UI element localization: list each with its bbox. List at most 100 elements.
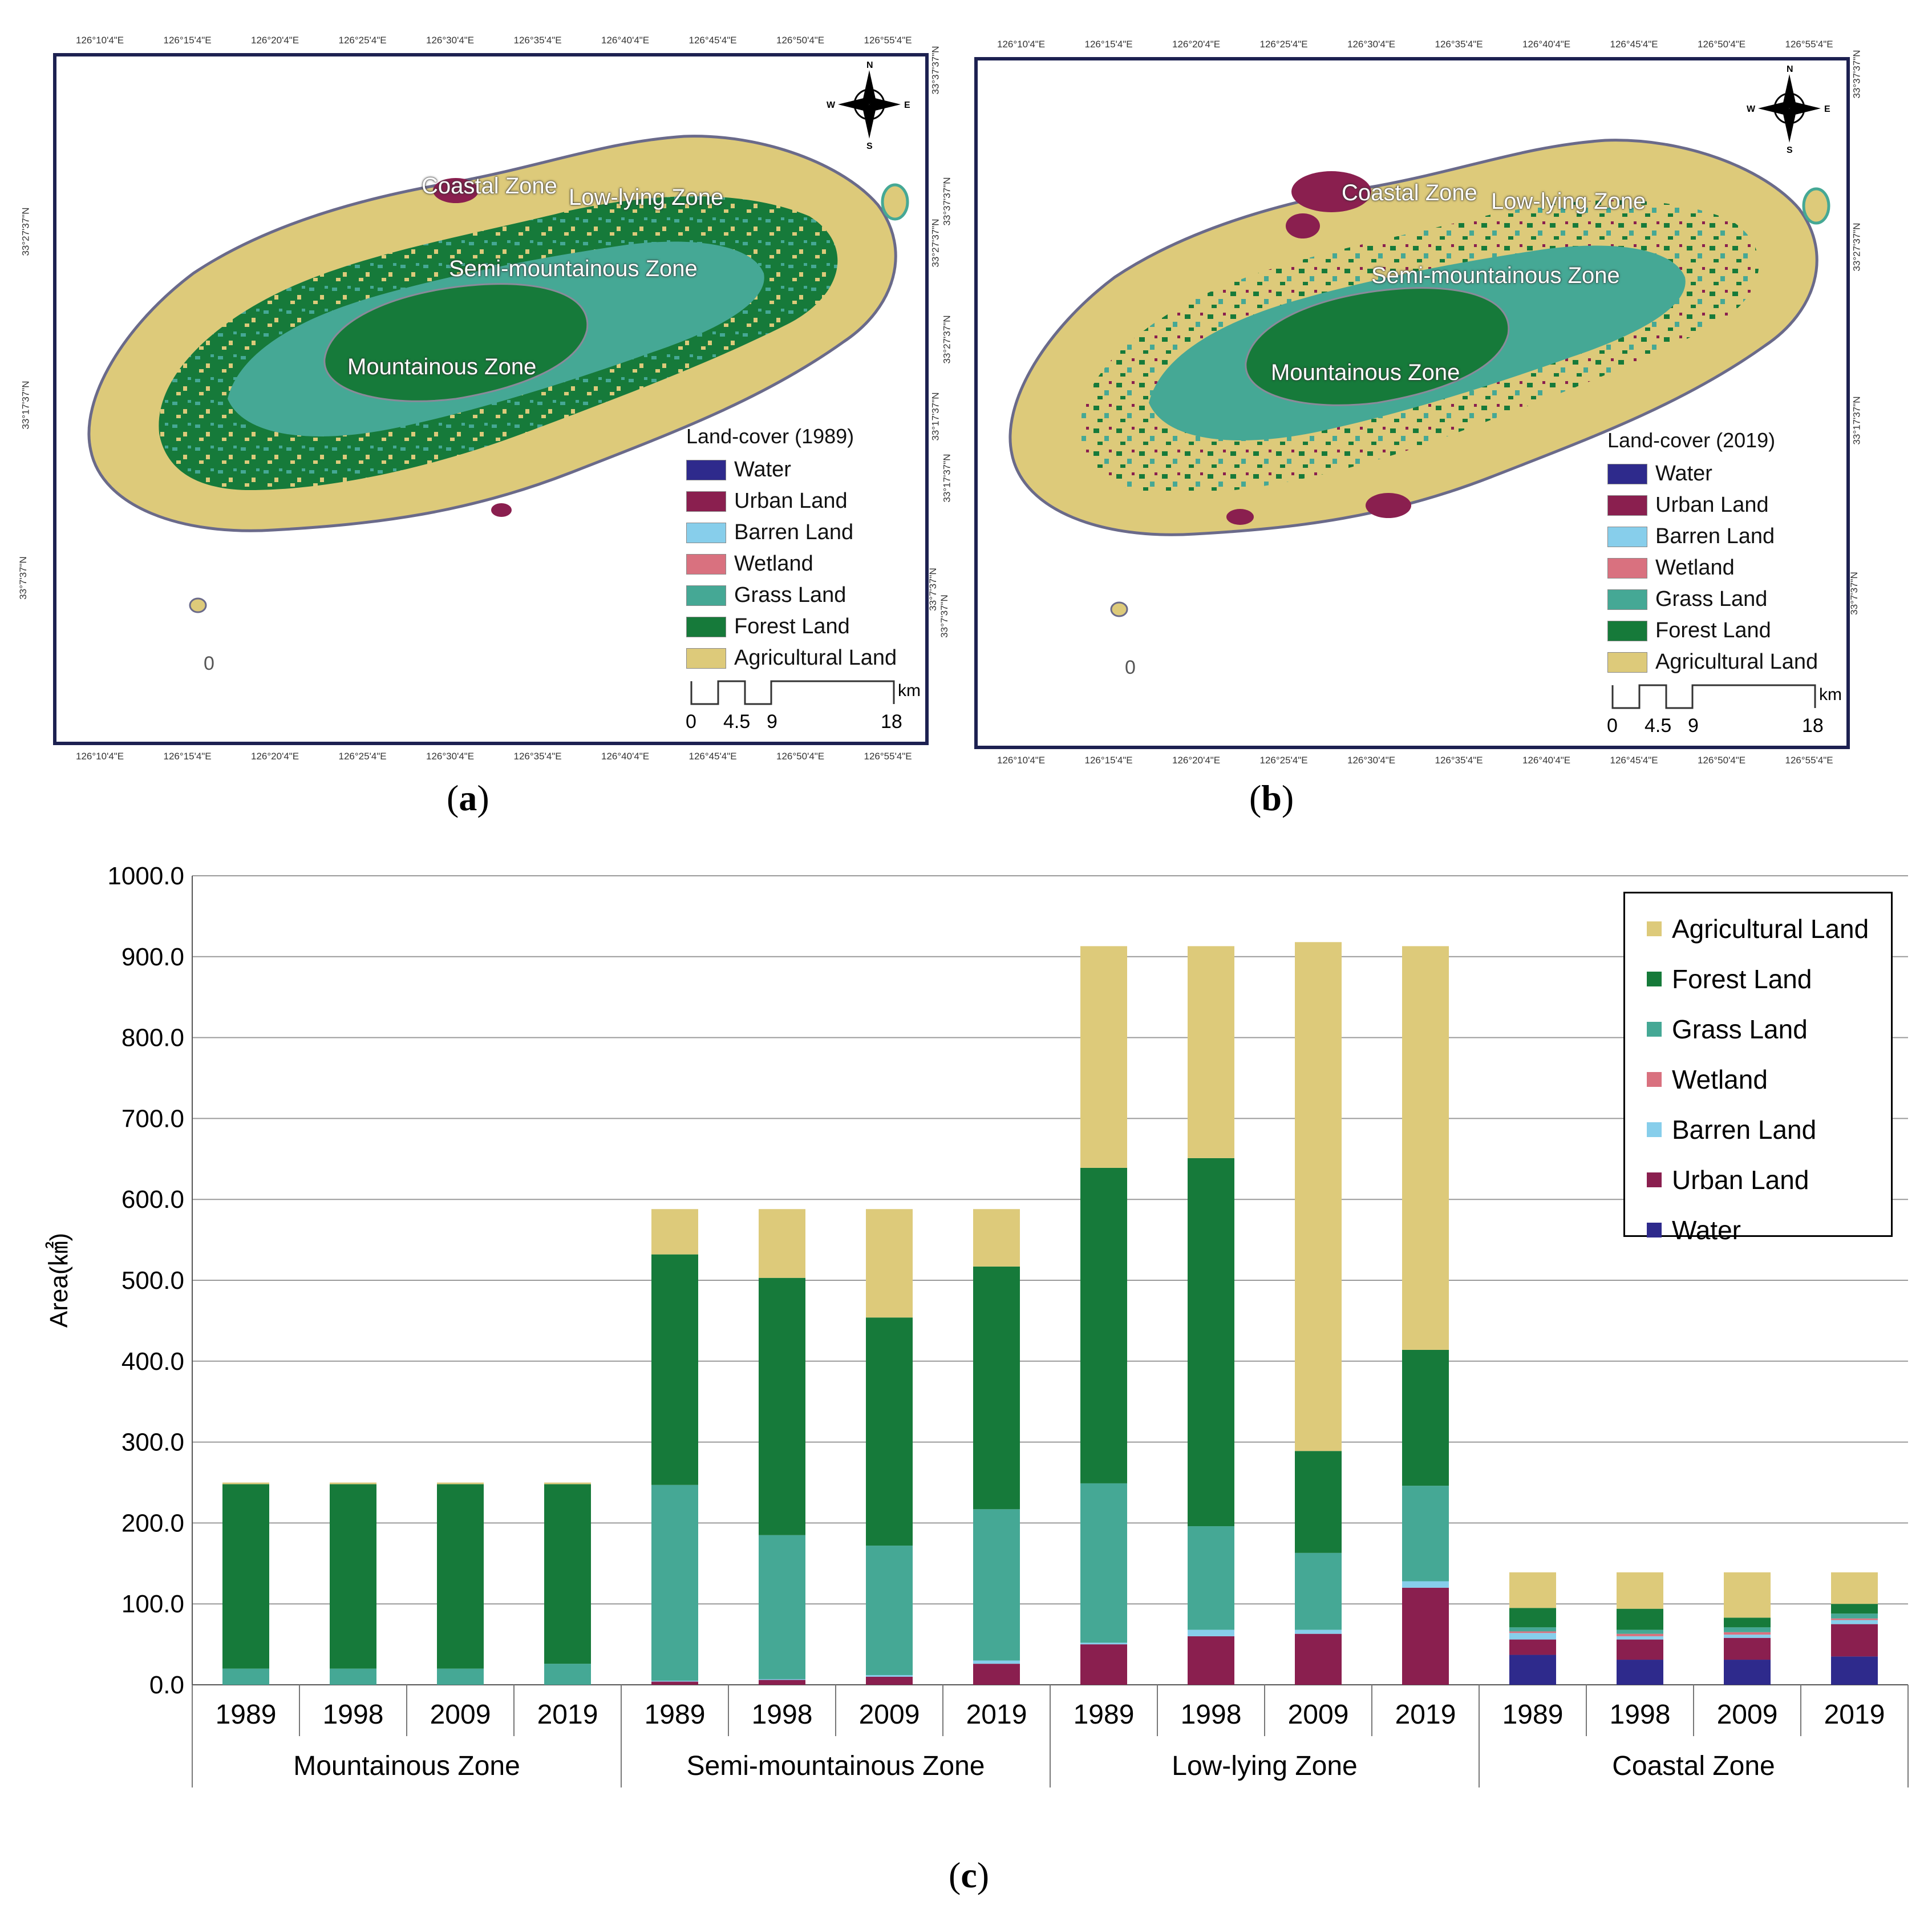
legend-swatch [1647, 1172, 1662, 1187]
urban-area-south [491, 503, 512, 517]
islet-label: 0 [1125, 657, 1136, 678]
bar-segment-barren-land [973, 1660, 1020, 1664]
compass-rose: N S W E [1747, 64, 1830, 154]
scale-tick-2: 9 [767, 711, 777, 733]
bar-segment-agricultural-land [1509, 1572, 1556, 1608]
legend-swatch [1647, 972, 1662, 986]
map-legend-item: Forest Land [1607, 615, 1818, 646]
compass-n: N [1787, 64, 1793, 74]
coordinate-label: 126°35'4"E [513, 751, 562, 762]
coordinate-label: 126°10'4"E [997, 755, 1046, 766]
coordinate-label: 126°25'4"E [338, 35, 387, 46]
legend-label: Forest Land [734, 614, 850, 638]
islet-udo [881, 183, 909, 221]
map-legend-item: Urban Land [686, 486, 897, 517]
coordinate-label: 33°27'37"N [20, 207, 31, 256]
legend-label: Agricultural Land [1672, 914, 1869, 944]
map-legend-item: Water [686, 454, 897, 486]
coordinate-label: 126°25'4"E [1259, 755, 1308, 766]
coordinate-label: 33°17'37"N [930, 391, 941, 441]
bar-segment-grass-land [437, 1668, 484, 1685]
x-tick-label: 1998 [1610, 1700, 1671, 1730]
map-frame: 0 Coastal Zone Low-lying Zone Semi-mount… [974, 57, 1850, 749]
y-tick-label: 800.0 [121, 1024, 184, 1052]
coordinate-label: 126°15'4"E [1084, 39, 1133, 50]
group-label: Semi-mountainous Zone [687, 1751, 985, 1781]
coordinate-label: 126°35'4"E [1435, 39, 1483, 50]
coordinate-label: 126°45'4"E [1610, 39, 1658, 50]
zone-label-coastal: Coastal Zone [422, 173, 557, 199]
legend-swatch [1607, 589, 1647, 610]
y-tick-label: 400.0 [121, 1348, 184, 1376]
bar-segment-agricultural-land [1295, 942, 1342, 1451]
bar-segment-forest-land [651, 1254, 698, 1485]
legend-swatch [686, 491, 726, 512]
coordinate-label: 126°55'4"E [864, 35, 912, 46]
map-legend-item: Grass Land [686, 580, 897, 611]
bar-segment-grass-land [1295, 1552, 1342, 1630]
map-frame: 0 Coastal Zone Low-lying Zone Semi-mount… [53, 53, 929, 745]
compass-rose: N S W E [827, 60, 910, 150]
bar-segment-grass-land [1509, 1627, 1556, 1632]
scale-bar: km 0 4.5 9 18 [686, 680, 921, 733]
coordinate-label: 33°17'37"N [941, 454, 953, 503]
islet-udo [1802, 187, 1830, 225]
legend-label: Barren Land [734, 520, 854, 544]
bar-segment-wetland [1831, 1618, 1878, 1620]
coordinate-label: 33°17'37"N [1851, 395, 1862, 445]
legend-label: Water [1672, 1215, 1741, 1245]
x-tick-label: 2019 [1824, 1700, 1885, 1730]
scale-tick-3: 18 [881, 711, 902, 733]
legend-swatch [686, 553, 726, 575]
bar-segment-barren-land [759, 1679, 805, 1680]
bar-segment-grass-land [866, 1546, 913, 1675]
coordinate-label: 126°40'4"E [601, 35, 650, 46]
legend-label: Urban Land [734, 489, 848, 513]
map-legend-item: Barren Land [686, 517, 897, 548]
coordinate-label: 33°7'37"N [938, 594, 950, 638]
bar-segment-agricultural-land [1617, 1572, 1663, 1609]
compass-e: E [1824, 104, 1830, 114]
zone-label-semi-mountainous: Semi-mountainous Zone [1371, 263, 1620, 288]
scale-tick-1: 4.5 [1645, 715, 1671, 737]
coordinate-label: 126°30'4"E [426, 35, 475, 46]
legend-label: Grass Land [734, 583, 846, 607]
bar-segment-barren-land [1080, 1643, 1127, 1645]
bar-segment-forest-land [544, 1484, 591, 1664]
coordinate-label: 126°20'4"E [1172, 755, 1221, 766]
bar-segment-wetland [1509, 1631, 1556, 1633]
legend-swatch [1647, 921, 1662, 936]
map-legend-item: Water [1607, 458, 1818, 490]
legend-label: Grass Land [1672, 1014, 1808, 1044]
coordinate-label: 126°25'4"E [338, 751, 387, 762]
urban-area-south-west [1226, 509, 1254, 525]
coordinate-label: 126°35'4"E [513, 35, 562, 46]
legend-swatch [686, 522, 726, 543]
group-label: Coastal Zone [1612, 1751, 1775, 1781]
map-legend-item: Wetland [686, 548, 897, 580]
islet-marado [1110, 601, 1128, 617]
urban-area-north-west [1286, 213, 1320, 238]
chart-legend: Agricultural Land Forest Land Grass Land We… [1623, 892, 1893, 1245]
map-legend-item: Wetland [1607, 552, 1818, 584]
chart-legend-item: Water [1647, 1205, 1891, 1255]
coordinate-label: 126°15'4"E [163, 751, 212, 762]
map-legend-item: Agricultural Land [686, 642, 897, 674]
coordinate-label: 126°50'4"E [1698, 755, 1746, 766]
chart-legend-item: Wetland [1647, 1054, 1891, 1105]
x-tick-label: 2019 [966, 1700, 1027, 1730]
coordinate-label: 126°50'4"E [1698, 39, 1746, 50]
coordinate-label: 33°17'37"N [20, 380, 31, 430]
coordinate-label: 126°45'4"E [1610, 755, 1658, 766]
bar-segment-wetland [1617, 1633, 1663, 1636]
legend-swatch [1607, 463, 1647, 484]
x-tick-label: 2019 [537, 1700, 598, 1730]
y-tick-label: 500.0 [121, 1267, 184, 1295]
coordinate-label: 126°25'4"E [1259, 39, 1308, 50]
bar-segment-barren-land [1617, 1636, 1663, 1640]
x-tick-label: 2009 [430, 1700, 491, 1730]
legend-label: Water [1655, 462, 1712, 486]
coordinate-label: 126°20'4"E [251, 751, 299, 762]
scale-unit: km [898, 681, 921, 700]
x-tick-label: 2019 [1395, 1700, 1456, 1730]
